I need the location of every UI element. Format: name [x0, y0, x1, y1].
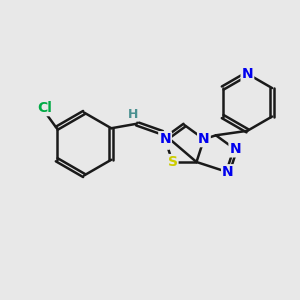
Text: N: N	[159, 132, 171, 146]
Text: H: H	[128, 108, 138, 121]
Text: H: H	[159, 136, 169, 149]
Text: N: N	[222, 165, 234, 179]
Text: N: N	[198, 132, 210, 146]
Text: N: N	[230, 142, 241, 156]
Text: Cl: Cl	[37, 101, 52, 115]
Text: S: S	[167, 155, 178, 169]
Text: N: N	[242, 67, 253, 81]
